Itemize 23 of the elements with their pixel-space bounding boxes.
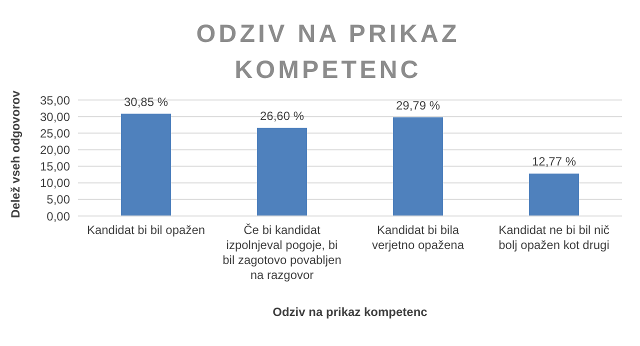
x-tick-label: Kandidat bi bil opažen bbox=[86, 223, 206, 237]
data-label: 29,79 % bbox=[396, 98, 440, 112]
x-tick-label: Kandidat bi bila verjetno opažena bbox=[372, 223, 464, 252]
y-tick-label: 30,00 bbox=[40, 110, 70, 124]
x-tick-label: Kandidat ne bi bil nič bolj opažen kot drugi bbox=[498, 223, 610, 252]
y-tick-label: 0,00 bbox=[46, 209, 70, 224]
bar bbox=[393, 117, 443, 216]
y-axis-title: Delež vseh odgovorov bbox=[8, 90, 22, 218]
y-tick-label: 5,00 bbox=[46, 192, 70, 207]
bar bbox=[529, 174, 579, 216]
y-tick-label: 25,00 bbox=[40, 126, 70, 140]
bar bbox=[257, 128, 307, 216]
y-tick-label: 35,00 bbox=[40, 93, 70, 108]
chart-title: ODZIV NA PRIKAZ KOMPETENC bbox=[195, 19, 461, 86]
bar bbox=[121, 114, 171, 216]
data-label: 30,85 % bbox=[124, 94, 168, 109]
x-tick-label: Če bi kandidat izpolnjeval pogoje, bi bil zagotovo povabljen na razgovor bbox=[222, 223, 342, 282]
y-tick-label: 15,00 bbox=[40, 160, 70, 174]
data-label: 12,77 % bbox=[532, 154, 576, 169]
y-tick-label: 20,00 bbox=[40, 142, 70, 157]
data-label: 26,60 % bbox=[260, 108, 304, 123]
x-axis-title: Odziv na prikaz kompetenc bbox=[272, 305, 428, 319]
y-tick-label: 10,00 bbox=[40, 176, 70, 190]
